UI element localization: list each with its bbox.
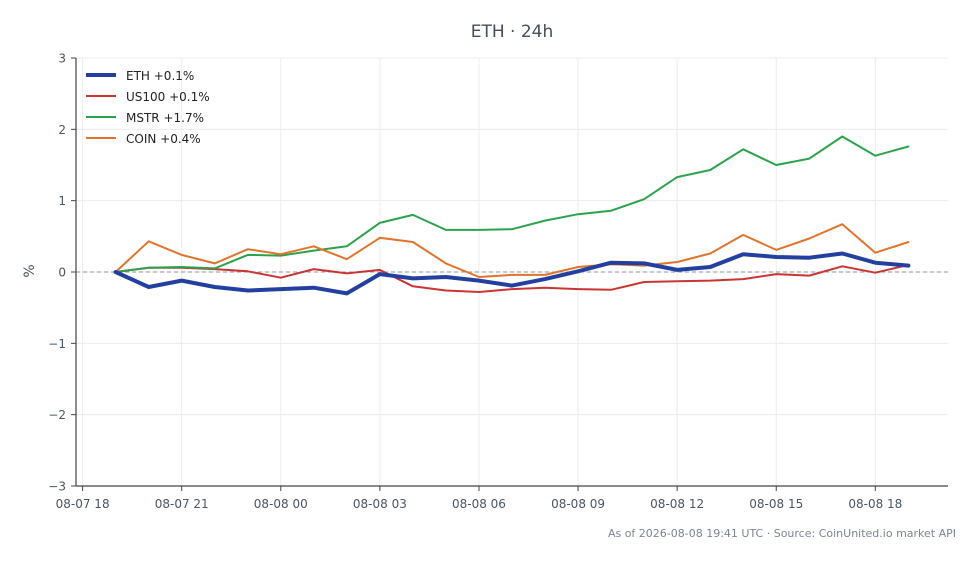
x-tick-label: 08-08 18 bbox=[848, 497, 902, 511]
chart-title: ETH · 24h bbox=[471, 22, 554, 42]
footnote: As of 2026-08-08 19:41 UTC · Source: Coi… bbox=[608, 527, 956, 540]
y-tick-label: −2 bbox=[48, 408, 66, 422]
x-tick-label: 08-08 15 bbox=[749, 497, 803, 511]
legend-label: MSTR +1.7% bbox=[126, 111, 204, 125]
x-tick-label: 08-08 12 bbox=[650, 497, 704, 511]
series-line-0 bbox=[113, 251, 911, 296]
series-line-3 bbox=[114, 223, 910, 278]
y-tick-label: 0 bbox=[58, 266, 66, 280]
x-tick-label: 08-08 00 bbox=[254, 497, 308, 511]
y-tick-label: −3 bbox=[48, 480, 66, 494]
x-tick-label: 08-07 18 bbox=[56, 497, 110, 511]
legend-label: ETH +0.1% bbox=[126, 69, 194, 83]
series-lines bbox=[113, 135, 911, 296]
y-tick-label: −1 bbox=[48, 337, 66, 351]
x-axis-ticks: 08-07 18 08-07 21 08-08 00 08-08 03 08-08 06… bbox=[56, 486, 902, 511]
y-tick-label: 3 bbox=[58, 52, 66, 66]
y-axis-ticks: 3 2 1 0 −1 −2 −3 bbox=[48, 52, 76, 494]
legend-label: COIN +0.4% bbox=[126, 132, 201, 146]
series-line-1 bbox=[114, 263, 910, 293]
y-tick-label: 1 bbox=[58, 194, 66, 208]
y-axis-label: % bbox=[22, 264, 38, 277]
x-tick-label: 08-08 03 bbox=[353, 497, 407, 511]
legend: ETH +0.1% US100 +0.1% MSTR +1.7% COIN +0.4% bbox=[86, 69, 210, 146]
series-line-2 bbox=[114, 135, 910, 273]
x-tick-label: 08-07 21 bbox=[155, 497, 209, 511]
x-tick-label: 08-08 06 bbox=[452, 497, 506, 511]
x-tick-label: 08-08 09 bbox=[551, 497, 605, 511]
y-tick-label: 2 bbox=[58, 123, 66, 137]
legend-label: US100 +0.1% bbox=[126, 90, 210, 104]
